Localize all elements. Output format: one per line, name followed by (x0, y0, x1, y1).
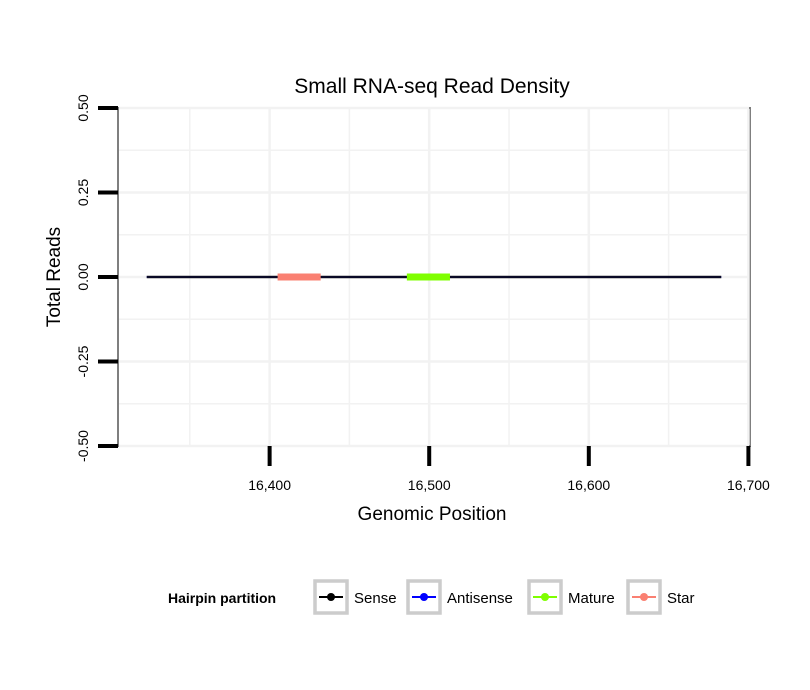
legend-title: Hairpin partition (168, 590, 276, 606)
legend-label-star: Star (667, 590, 695, 607)
x-axis-label: Genomic Position (358, 504, 507, 525)
y-tick-label: -0.25 (75, 345, 91, 377)
y-axis: -0.50 -0.25 0.00 0.25 0.50 (75, 94, 118, 462)
chart-title: Small RNA-seq Read Density (294, 75, 570, 98)
y-axis-label: Total Reads (44, 227, 65, 327)
x-tick-label: 16,700 (727, 477, 770, 493)
legend-label-mature: Mature (568, 590, 615, 607)
x-tick-label: 16,600 (567, 477, 610, 493)
legend-key-point (640, 593, 648, 601)
legend-key-point (541, 593, 549, 601)
y-tick-label: 0.00 (75, 263, 91, 290)
legend: Hairpin partition Sense Antisense Mature Sta… (168, 579, 695, 615)
x-tick-label: 16,500 (408, 477, 451, 493)
grid-lines (119, 106, 750, 448)
legend-key-point (327, 593, 335, 601)
y-tick-label: 0.50 (75, 94, 91, 121)
x-tick-label: 16,400 (248, 477, 291, 493)
legend-label-antisense: Antisense (447, 590, 513, 607)
y-tick-label: -0.50 (75, 430, 91, 462)
legend-label-sense: Sense (354, 590, 397, 607)
y-tick-label: 0.25 (75, 179, 91, 206)
x-axis: 16,400 16,500 16,600 16,700 (248, 446, 770, 493)
legend-key-point (420, 593, 428, 601)
